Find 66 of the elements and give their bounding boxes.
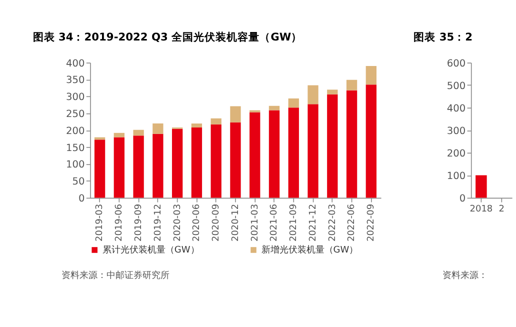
legend-label: 新增光伏装机量（GW） [261, 244, 358, 256]
y-tick-label: 300 [66, 92, 85, 104]
x-tick-label: 2019-12 [153, 204, 164, 242]
x-tick-label: 2019-06 [114, 204, 125, 242]
x-tick-label: 2021-09 [289, 204, 300, 242]
bar [230, 106, 241, 122]
bar [133, 136, 144, 198]
x-tick-label: 2018 [470, 204, 493, 214]
y-tick-label: 0 [78, 193, 85, 204]
x-tick-label: 2020-06 [192, 204, 202, 242]
x-tick-label: 2020-03 [172, 204, 183, 242]
chart-title: 图表 35：2 [414, 30, 473, 44]
bar [250, 112, 260, 198]
bar [288, 108, 299, 198]
bar [327, 94, 338, 198]
x-tick-label: 2021-06 [270, 204, 280, 242]
x-tick-label: 2021-12 [308, 204, 318, 242]
bar [152, 134, 164, 198]
bar [114, 137, 124, 198]
y-tick-label: 250 [66, 108, 85, 120]
bar [327, 90, 338, 94]
bar [366, 84, 376, 198]
y-tick-label: 500 [446, 80, 466, 92]
y-tick-label: 100 [66, 160, 85, 171]
y-tick-label: 50 [72, 176, 85, 188]
x-tick-label: 2019-09 [134, 204, 144, 242]
x-tick-label: 2020-12 [230, 204, 241, 242]
bar [230, 122, 241, 198]
x-tick-label: 2019-03 [95, 204, 106, 242]
bar [172, 128, 183, 198]
y-tick-label: 600 [446, 58, 466, 70]
y-tick-label: 300 [446, 126, 466, 137]
bar [308, 85, 318, 104]
bar [133, 130, 144, 136]
y-tick-label: 350 [66, 75, 85, 86]
text: 资料来源： [442, 270, 488, 282]
y-tick-label: 200 [446, 148, 466, 160]
bar [94, 140, 106, 198]
bar [114, 132, 124, 138]
x-tick-label: 2021-03 [250, 204, 260, 242]
x-tick-label: 2022-03 [328, 204, 338, 242]
bar [346, 90, 358, 198]
x-tick-label: 2022-09 [366, 204, 377, 242]
x-tick-label: 2022-06 [347, 204, 358, 242]
bar [210, 124, 222, 198]
chart-title: 图表 34：2019-2022 Q3 全国光伏装机容量（GW） [32, 30, 302, 44]
bar [268, 106, 280, 110]
bar [346, 80, 358, 90]
bar [268, 110, 280, 198]
y-tick-label: 400 [66, 58, 85, 70]
bar [152, 123, 164, 134]
bar [191, 127, 202, 198]
bar [366, 66, 376, 85]
y-tick-label: 0 [459, 193, 466, 204]
y-tick-label: 400 [446, 103, 466, 114]
bar [308, 104, 318, 198]
bar [288, 98, 299, 108]
y-tick-label: 150 [66, 142, 85, 154]
bar [191, 123, 202, 128]
text: 资料来源：中邮证券研究所 [61, 270, 170, 282]
x-tick-label: 2 [498, 204, 505, 214]
y-tick-label: 200 [66, 126, 85, 137]
x-tick-label: 2020-09 [212, 204, 222, 242]
y-tick-label: 100 [446, 170, 466, 182]
bar [210, 118, 222, 124]
legend-label: 累计光伏装机量（GW） [102, 244, 200, 256]
